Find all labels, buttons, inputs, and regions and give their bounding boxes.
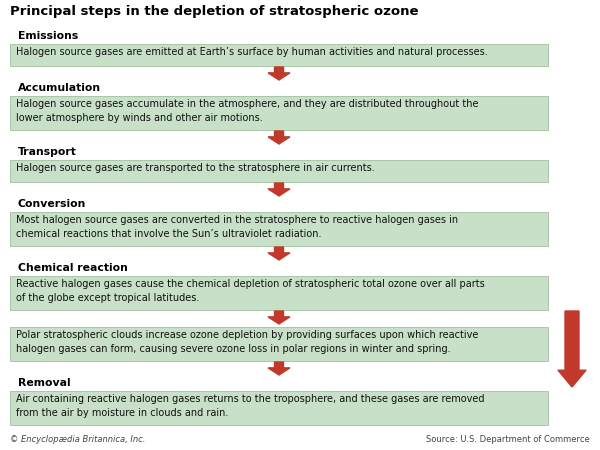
Text: Emissions: Emissions — [18, 31, 78, 41]
FancyBboxPatch shape — [10, 96, 548, 130]
FancyBboxPatch shape — [10, 327, 548, 361]
Text: Halogen source gases accumulate in the atmosphere, and they are distributed thro: Halogen source gases accumulate in the a… — [16, 99, 479, 122]
Text: Removal: Removal — [18, 378, 71, 388]
Text: Air containing reactive halogen gases returns to the troposphere, and these gase: Air containing reactive halogen gases re… — [16, 394, 485, 418]
Polygon shape — [268, 131, 290, 144]
Text: Most halogen source gases are converted in the stratosphere to reactive halogen : Most halogen source gases are converted … — [16, 215, 458, 238]
Text: Accumulation: Accumulation — [18, 83, 101, 93]
Text: Halogen source gases are emitted at Earth’s surface by human activities and natu: Halogen source gases are emitted at Eart… — [16, 47, 488, 57]
Text: Transport: Transport — [18, 147, 77, 157]
Text: Reactive halogen gases cause the chemical depletion of stratospheric total ozone: Reactive halogen gases cause the chemica… — [16, 279, 485, 302]
FancyBboxPatch shape — [10, 276, 548, 310]
Polygon shape — [268, 247, 290, 260]
Text: Source: U.S. Department of Commerce: Source: U.S. Department of Commerce — [426, 435, 590, 444]
Polygon shape — [268, 362, 290, 375]
Text: Halogen source gases are transported to the stratosphere in air currents.: Halogen source gases are transported to … — [16, 163, 375, 173]
Polygon shape — [268, 183, 290, 196]
FancyBboxPatch shape — [10, 212, 548, 246]
Text: © Encyclopædia Britannica, Inc.: © Encyclopædia Britannica, Inc. — [10, 435, 145, 444]
Polygon shape — [268, 311, 290, 324]
FancyBboxPatch shape — [10, 160, 548, 182]
FancyBboxPatch shape — [10, 44, 548, 66]
Text: Polar stratospheric clouds increase ozone depletion by providing surfaces upon w: Polar stratospheric clouds increase ozon… — [16, 330, 478, 354]
Polygon shape — [558, 311, 586, 387]
Text: Chemical reaction: Chemical reaction — [18, 263, 128, 273]
FancyBboxPatch shape — [10, 391, 548, 425]
Text: Conversion: Conversion — [18, 199, 86, 209]
Text: Principal steps in the depletion of stratospheric ozone: Principal steps in the depletion of stra… — [10, 5, 419, 18]
Polygon shape — [268, 67, 290, 80]
